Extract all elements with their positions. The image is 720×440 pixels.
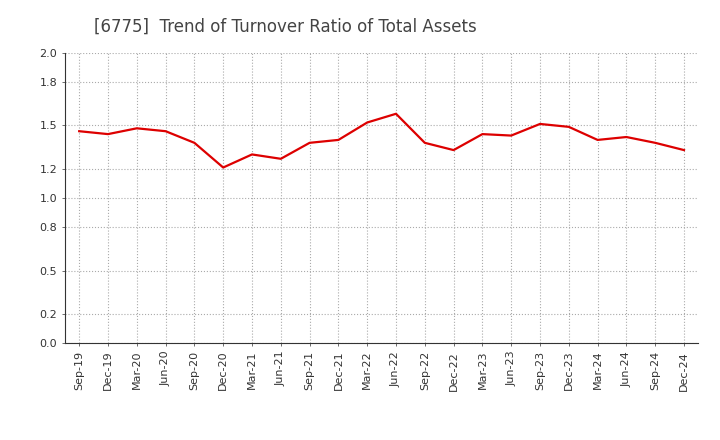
Text: [6775]  Trend of Turnover Ratio of Total Assets: [6775] Trend of Turnover Ratio of Total … xyxy=(94,18,477,36)
